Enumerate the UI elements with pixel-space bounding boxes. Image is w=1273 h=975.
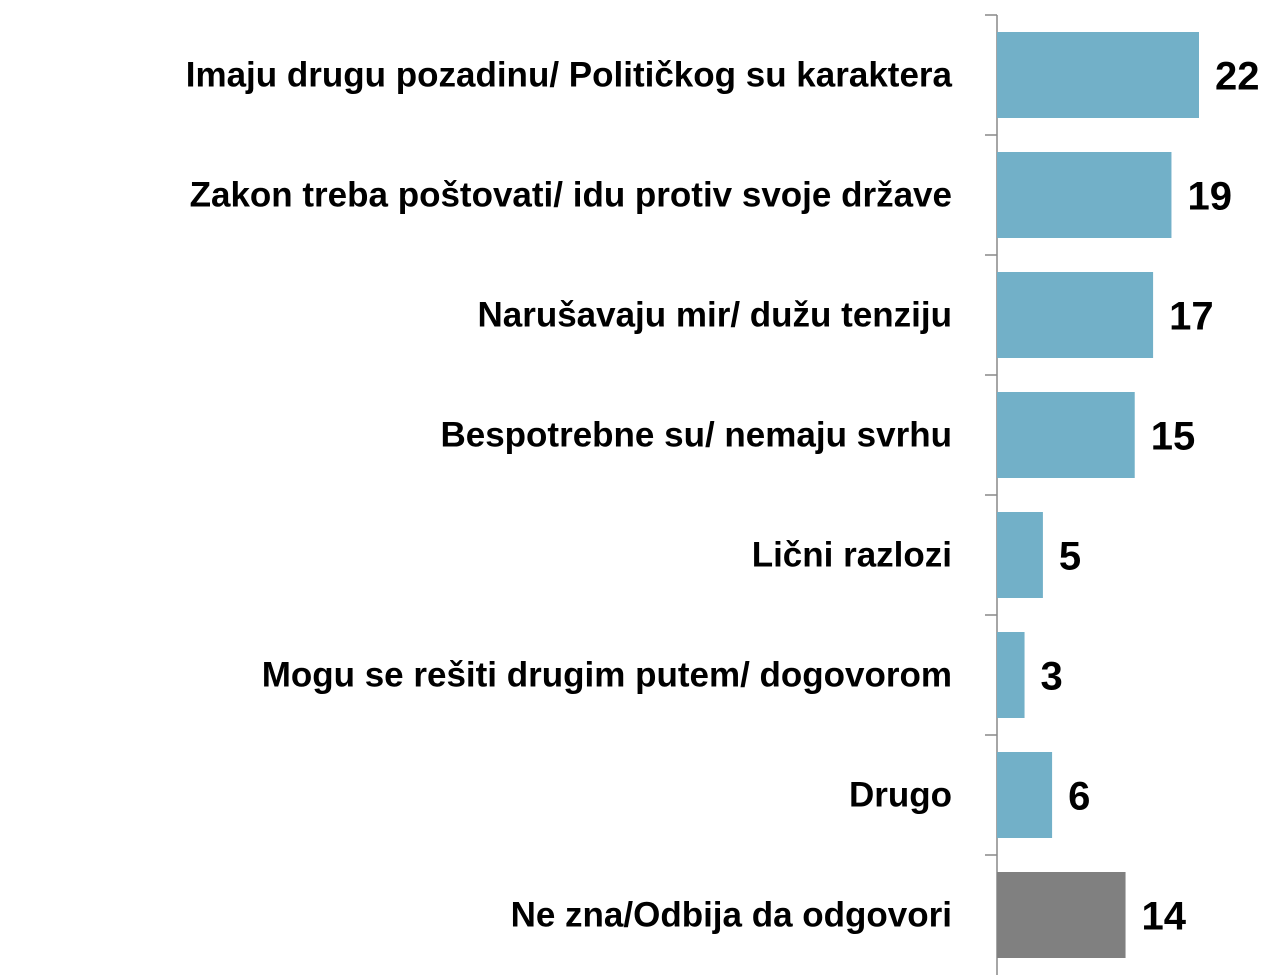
bar [997, 872, 1126, 958]
category-label: Imaju drugu pozadinu/ Političkog su kara… [186, 55, 953, 94]
value-label: 3 [1041, 655, 1063, 699]
bar [997, 512, 1043, 598]
value-label: 14 [1142, 895, 1187, 939]
category-label: Narušavaju mir/ dužu tenziju [477, 295, 952, 334]
bar [997, 32, 1199, 118]
bar [997, 632, 1025, 718]
bar [997, 152, 1172, 238]
value-label: 6 [1068, 775, 1090, 819]
value-label: 17 [1169, 295, 1214, 339]
value-label: 22 [1215, 55, 1260, 99]
category-label: Drugo [849, 775, 952, 814]
category-label: Lični razlozi [752, 535, 952, 574]
category-label: Zakon treba poštovati/ idu protiv svoje … [190, 175, 952, 214]
category-label: Mogu se rešiti drugim putem/ dogovorom [262, 655, 952, 694]
category-label: Bespotrebne su/ nemaju svrhu [440, 415, 952, 454]
value-label: 19 [1187, 175, 1232, 219]
category-label: Ne zna/Odbija da odgovori [511, 895, 952, 934]
bar [997, 752, 1053, 838]
bar [997, 392, 1135, 478]
bar [997, 272, 1154, 358]
value-label: 5 [1059, 535, 1081, 579]
value-label: 15 [1151, 415, 1196, 459]
